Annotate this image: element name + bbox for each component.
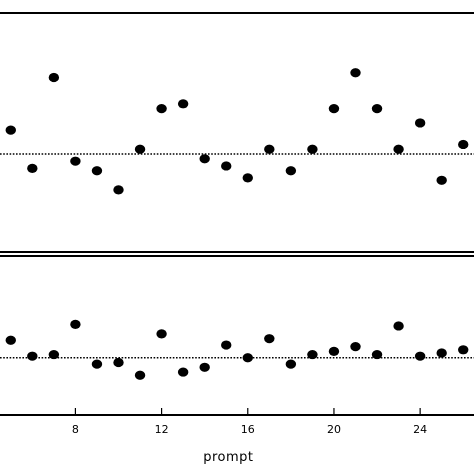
top-panel-data-point [285,166,297,176]
bottom-panel-data-point [285,359,297,369]
bottom-panel-data-point [436,348,447,358]
bottom-panel-data-point [393,321,404,331]
bottom-panel-data-point [458,345,469,355]
bottom-panel-data-point [221,340,232,350]
top-panel-data-point [371,104,383,114]
bottom-panel-data-point [328,346,340,356]
top-panel-data-point [264,144,275,154]
top-panel-data-point [48,72,60,83]
bottom-panel-data-point [113,357,124,368]
bottom-panel-data-point [371,349,383,360]
bottom-panel-data-point [5,335,16,345]
bottom-panel-data-point [264,334,275,344]
bottom-panel-data-point [27,351,38,361]
bottom-panel-data-point [177,367,189,377]
x-tick-label: 20 [327,423,341,436]
top-panel-data-point [27,163,38,173]
top-panel-data-point [436,175,447,185]
bottom-panel-data-point [48,349,60,360]
top-panel-data-point [221,161,232,171]
top-panel-data-point [91,166,103,176]
top-panel-data-point [113,185,124,195]
x-axis-title: prompt [203,450,253,465]
bottom-panel-data-point [70,319,81,329]
top-panel-data-point [393,144,404,154]
top-panel-data-point [70,156,81,166]
top-panel-data-point [199,154,210,164]
top-panel-data-point [328,104,340,114]
bottom-panel-data-point [91,359,103,369]
x-tick-label: 12 [155,423,169,436]
bottom-panel-data-point [199,362,210,372]
top-panel-data-point [156,104,167,114]
top-panel-data-point [458,139,469,150]
top-panel-data-point [350,68,361,78]
top-panel-data-point [242,173,253,183]
top-panel-data-point [414,118,426,128]
top-panel-data-point [177,99,189,109]
x-tick-label: 24 [413,423,427,436]
top-panel-data-point [5,125,16,135]
bottom-panel-data-point [156,329,167,339]
top-panel-data-point [134,144,146,154]
x-tick-label: 8 [72,423,79,436]
x-tick-label: 16 [241,423,255,436]
top-panel-data-point [307,144,318,154]
bottom-panel-data-point [350,342,361,352]
bottom-panel-data-point [307,349,318,360]
bottom-panel-data-point [134,370,146,380]
bottom-panel-data-point [414,351,426,361]
bottom-panel-data-point [242,353,253,363]
